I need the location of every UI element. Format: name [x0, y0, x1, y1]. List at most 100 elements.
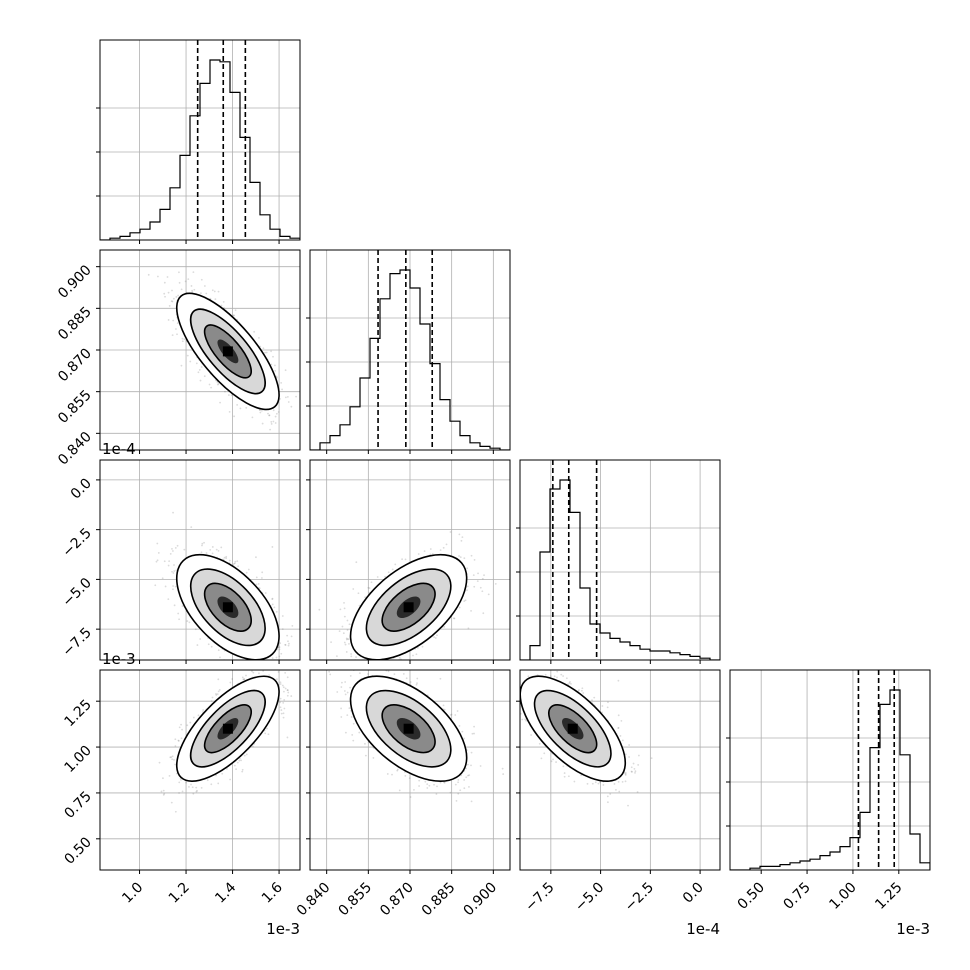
- sample-point: [282, 679, 284, 681]
- sample-point: [262, 347, 265, 350]
- sample-point: [278, 646, 281, 649]
- sample-point: [172, 319, 175, 322]
- sample-point: [222, 300, 225, 303]
- sample-point: [200, 786, 203, 789]
- sample-point: [272, 668, 274, 670]
- sample-point: [217, 678, 220, 681]
- sample-point: [415, 653, 418, 656]
- sample-point: [214, 298, 217, 301]
- sample-point: [190, 526, 193, 529]
- sample-point: [275, 412, 278, 415]
- histogram-1d: [520, 479, 720, 660]
- sample-point: [269, 428, 272, 431]
- sample-point: [348, 642, 350, 645]
- sample-point: [271, 546, 274, 548]
- sample-point: [205, 552, 208, 554]
- sample-point: [369, 663, 371, 665]
- sample-point: [176, 333, 178, 336]
- sample-point: [199, 638, 202, 640]
- sample-point: [255, 556, 257, 559]
- sample-point: [381, 663, 383, 665]
- sample-point: [270, 363, 273, 366]
- sample-point: [367, 586, 370, 589]
- sample-point: [281, 684, 284, 687]
- sample-point: [257, 583, 260, 585]
- sample-point: [284, 643, 287, 646]
- sample-point: [253, 330, 256, 333]
- sample-point: [201, 542, 204, 545]
- sample-point: [176, 544, 179, 547]
- sample-point: [166, 276, 169, 278]
- sample-point: [172, 588, 174, 591]
- sample-point: [180, 364, 183, 367]
- sample-point: [286, 689, 289, 691]
- sample-point: [445, 543, 448, 546]
- sample-point: [288, 642, 290, 645]
- sample-point: [236, 560, 239, 563]
- sample-point: [290, 635, 293, 638]
- sample-point: [282, 686, 285, 689]
- sample-point: [301, 403, 303, 405]
- sample-point: [191, 786, 194, 789]
- sample-point: [224, 390, 226, 393]
- sample-point: [172, 585, 174, 587]
- sample-point: [275, 375, 278, 378]
- sample-point: [236, 403, 239, 406]
- sample-point: [203, 285, 206, 287]
- panel-2-1: [306, 459, 511, 665]
- sample-point: [234, 560, 237, 563]
- sample-point: [178, 271, 180, 274]
- sample-point: [163, 560, 166, 563]
- sample-point: [216, 383, 219, 386]
- sample-point: [163, 281, 166, 284]
- sample-point: [304, 626, 306, 628]
- sample-point: [279, 642, 282, 645]
- sample-point: [282, 702, 285, 704]
- sample-point: [219, 656, 221, 659]
- sample-point: [284, 644, 287, 646]
- sample-point: [466, 585, 469, 588]
- panel-1-0: [96, 249, 303, 454]
- sample-point: [177, 612, 180, 615]
- sample-point: [234, 309, 237, 312]
- sample-point: [278, 648, 281, 651]
- sample-point: [147, 273, 150, 276]
- sample-point: [184, 280, 187, 283]
- sample-point: [242, 678, 245, 681]
- sample-point: [168, 560, 171, 563]
- sample-point: [172, 511, 174, 514]
- sample-point: [233, 415, 236, 418]
- sample-point: [211, 696, 214, 699]
- sample-point: [467, 627, 470, 630]
- contour-line: [365, 568, 452, 647]
- sample-point: [217, 649, 220, 652]
- sample-point: [188, 786, 190, 788]
- sample-point: [247, 568, 250, 571]
- sample-point: [190, 285, 193, 287]
- sample-point: [209, 548, 212, 551]
- sample-point: [173, 564, 175, 566]
- sample-point: [195, 786, 198, 789]
- sample-point: [339, 608, 342, 611]
- sample-point: [458, 533, 461, 536]
- panel-frame: [519, 459, 721, 661]
- sample-point: [343, 601, 345, 604]
- sample-point: [174, 585, 177, 588]
- plot-area: [520, 460, 720, 660]
- sample-point: [241, 676, 244, 679]
- sample-point: [387, 571, 390, 574]
- contour-line: [189, 568, 266, 647]
- sample-point: [157, 275, 159, 278]
- sample-point: [461, 536, 464, 538]
- sample-point: [453, 617, 456, 620]
- sample-point: [154, 584, 157, 587]
- sample-point: [343, 615, 346, 618]
- sample-point: [217, 382, 220, 385]
- sample-point: [261, 571, 264, 574]
- panel-2-2: [516, 459, 721, 664]
- plot-area: [147, 271, 303, 431]
- sample-point: [283, 707, 286, 710]
- sample-point: [270, 350, 272, 353]
- sample-point: [164, 585, 167, 588]
- sample-point: [479, 586, 482, 589]
